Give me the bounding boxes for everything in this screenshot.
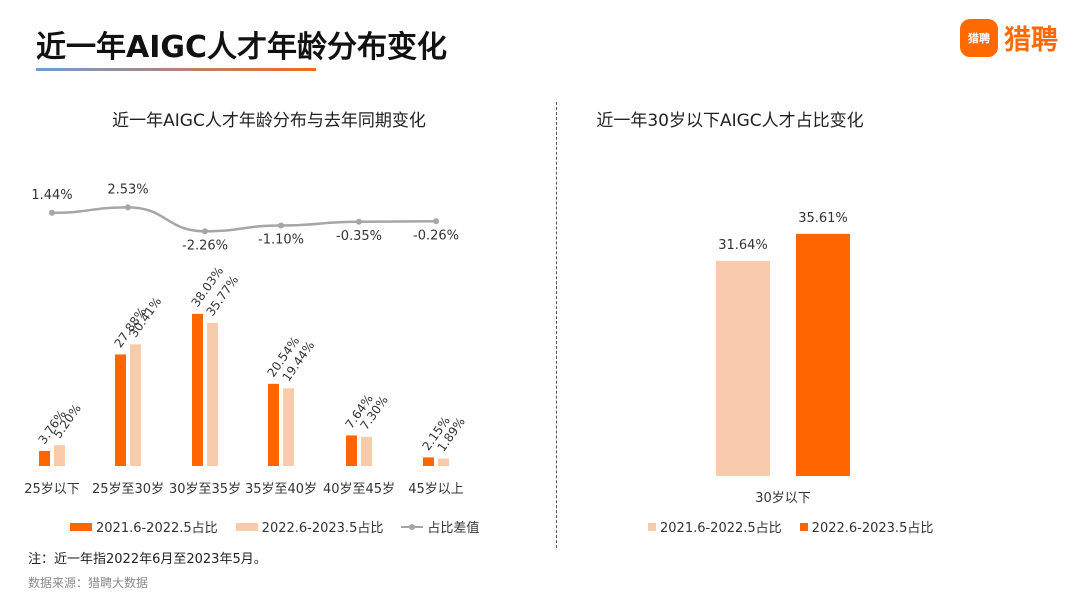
bar-value-label: 31.64%: [718, 238, 768, 253]
bar-2021: [423, 457, 434, 466]
bar-2021: [192, 313, 203, 466]
bar-value-label: 35.61%: [798, 211, 848, 226]
footnote: 注：近一年指2022年6月至2023年5月。: [28, 552, 267, 567]
bar-2022: [438, 458, 449, 466]
legend-item-2021: 2021.6-2022.5占比: [648, 517, 782, 536]
left-chart-title: 近一年AIGC人才年龄分布与去年同期变化: [112, 111, 426, 131]
diff-point: [433, 218, 439, 225]
legend-swatch-orange: [70, 522, 92, 531]
legend-label: 2022.6-2023.5占比: [261, 521, 384, 536]
legend-swatch-orange: [799, 522, 808, 531]
legend-swatch-peach: [648, 522, 656, 531]
diff-label: -1.10%: [258, 233, 304, 248]
right-chart-title: 近一年30岁以下AIGC人才占比变化: [596, 111, 864, 131]
legend-swatch-line: [401, 523, 424, 530]
legend-item-2022: 2022.6-2023.5占比: [799, 517, 934, 536]
diff-point: [125, 204, 131, 211]
x-tick-label: 40岁至45岁: [323, 482, 395, 497]
legend-label: 占比差值: [427, 521, 480, 536]
legend-swatch-peach: [235, 522, 258, 531]
bar-2021: [716, 260, 770, 476]
diff-line: [51, 206, 437, 233]
bar-2021: [268, 383, 279, 466]
bar-2022: [361, 436, 372, 466]
legend-label: 2022.6-2023.5占比: [811, 521, 934, 536]
legend-item-2021: 2021.6-2022.5占比: [70, 517, 218, 536]
x-tick-label: 45岁以上: [408, 482, 464, 497]
x-tick-label: 30岁以下: [755, 491, 811, 506]
data-source: 数据来源：猎聘大数据: [28, 576, 149, 590]
left-legend: 2021.6-2022.5占比 2022.6-2023.5占比 占比差值: [70, 517, 497, 536]
diff-point: [49, 209, 55, 216]
diff-label: -0.26%: [413, 228, 459, 243]
bar-2021: [115, 354, 126, 466]
logo: 猎聘 猎聘: [960, 18, 1058, 57]
bar-2021: [346, 435, 357, 466]
bar-2021: [39, 450, 50, 466]
diff-label: -0.35%: [336, 229, 382, 244]
diff-label: 2.53%: [107, 182, 148, 197]
legend-item-2022: 2022.6-2023.5占比: [235, 517, 384, 536]
bar-2022: [796, 233, 850, 476]
diff-label: 1.44%: [31, 188, 72, 203]
bar-2022: [207, 322, 218, 466]
title-underline: [36, 68, 316, 71]
bar-2022: [283, 388, 294, 466]
logo-icon: 猎聘: [960, 18, 998, 57]
bar-2022: [54, 445, 65, 466]
legend-label: 2021.6-2022.5占比: [96, 521, 218, 536]
diff-point: [202, 228, 208, 235]
x-tick-label: 25岁至30岁: [92, 482, 164, 497]
x-tick-label: 25岁以下: [24, 482, 80, 497]
x-tick-label: 35岁至40岁: [245, 482, 317, 497]
bar-2022: [130, 344, 141, 466]
x-tick-label: 30岁至35岁: [169, 482, 241, 497]
legend-item-diff: 占比差值: [401, 517, 479, 536]
diff-label: -2.26%: [182, 238, 228, 253]
panel-divider: [556, 102, 557, 548]
page-title: 近一年AIGC人才年龄分布变化: [36, 30, 448, 65]
right-legend: 2021.6-2022.5占比 2022.6-2023.5占比: [648, 517, 951, 536]
logo-text: 猎聘: [1004, 25, 1058, 56]
diff-point: [278, 222, 284, 229]
legend-label: 2021.6-2022.5占比: [660, 521, 782, 536]
diff-point: [356, 218, 362, 225]
